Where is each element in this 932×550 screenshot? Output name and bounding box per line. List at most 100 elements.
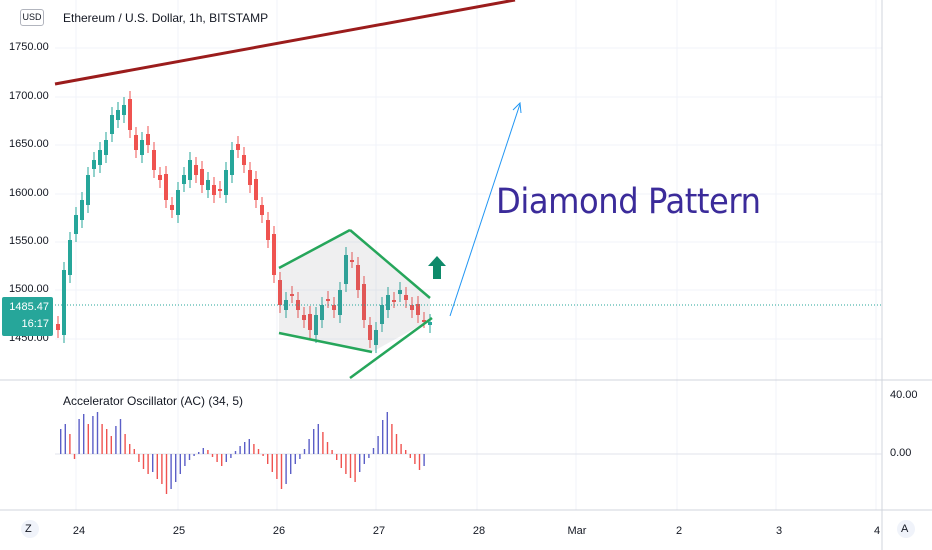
oscillator-bar — [349, 454, 352, 478]
oscillator-bar — [313, 429, 315, 454]
candle-body — [254, 179, 258, 200]
oscillator-bar — [133, 449, 135, 454]
oscillator-bar — [170, 454, 172, 489]
oscillator-bar — [336, 454, 338, 460]
symbol-title[interactable]: Ethereum / U.S. Dollar, 1h, BITSTAMP — [63, 11, 269, 25]
price-tick-label: 1700.00 — [9, 90, 49, 102]
candle-body — [164, 174, 168, 200]
time-tick-label: 4 — [873, 525, 881, 537]
oscillator-bar — [156, 454, 158, 479]
currency-badge[interactable]: USD — [20, 9, 44, 26]
oscillator-bar — [331, 450, 333, 454]
oscillator-bar — [414, 454, 416, 464]
oscillator-bar — [69, 434, 71, 454]
oscillator-bar — [386, 412, 388, 454]
oscillator-bar — [221, 454, 223, 466]
candle-body — [194, 165, 198, 175]
oscillator-bar — [179, 454, 181, 474]
oscillator-bar — [368, 454, 370, 458]
oscillator-bar — [409, 454, 411, 458]
oscillator-bar — [372, 448, 375, 454]
oscillator-bar — [418, 454, 421, 470]
oscillator-bar — [308, 439, 310, 454]
oscillator-bar — [83, 414, 85, 454]
oscillator-bar — [207, 450, 209, 454]
oscillator-bar — [64, 424, 66, 454]
candle-body — [416, 304, 420, 315]
candle-body — [212, 185, 216, 195]
candle-body — [176, 190, 180, 215]
candle-body — [356, 265, 360, 290]
candle-body — [248, 170, 252, 185]
candle-body — [92, 160, 96, 169]
oscillator-bar — [147, 454, 149, 474]
oscillator-bar — [161, 454, 163, 484]
price-tick-label: 1500.00 — [9, 283, 49, 295]
oscillator-bar — [363, 454, 365, 464]
candle-body — [266, 220, 270, 240]
projection-arrow[interactable] — [449, 101, 522, 317]
candle-body — [104, 140, 108, 155]
oscillator-bar — [106, 429, 108, 454]
price-tick-label: 1600.00 — [9, 187, 49, 199]
oscillator-bar — [73, 454, 76, 459]
time-tick-label: 25 — [172, 525, 186, 537]
time-tick-label: 24 — [72, 525, 86, 537]
auto-scale-button-bg — [897, 520, 915, 538]
oscillator-bar — [299, 454, 301, 459]
candle-body — [278, 280, 282, 305]
candle-body — [374, 330, 378, 345]
oscillator-bar — [271, 454, 273, 472]
oscillator-bar — [202, 448, 204, 454]
oscillator-bar — [377, 436, 379, 454]
oscillator-title[interactable]: Accelerator Oscillator (AC) (34, 5) — [63, 394, 244, 408]
oscillator-bar — [285, 454, 287, 484]
candle-body — [236, 144, 240, 150]
diamond-pattern-annotation[interactable]: Diamond Pattern — [496, 182, 761, 222]
diamond-pattern-lines[interactable] — [278, 228, 433, 380]
candle-body — [272, 234, 276, 275]
price-grid — [55, 0, 882, 510]
candle-body — [386, 295, 390, 310]
resistance-trendline[interactable] — [54, 0, 516, 86]
candle-body — [140, 140, 144, 155]
zoom-button[interactable]: Z — [25, 523, 32, 535]
candle-body — [308, 314, 312, 330]
oscillator-bar — [101, 424, 103, 454]
time-tick-label: 28 — [472, 525, 486, 537]
oscillator-bar — [175, 454, 177, 482]
oscillator-bar — [276, 454, 278, 479]
oscillator-bar — [110, 436, 112, 454]
time-tick-label: Mar — [567, 525, 587, 537]
candle-body — [218, 189, 222, 191]
candle-body — [392, 300, 396, 302]
candle-body — [188, 160, 192, 180]
up-signal-icon[interactable] — [428, 256, 446, 279]
last-price-value: 1485.47 — [9, 301, 49, 313]
oscillator-histogram — [60, 412, 425, 494]
candle-body — [170, 205, 174, 210]
oscillator-bar — [216, 454, 218, 462]
time-tick-label: 3 — [775, 525, 783, 537]
candle-body — [326, 299, 330, 301]
oscillator-bar — [60, 429, 62, 454]
oscillator-bar — [322, 432, 324, 454]
oscillator-bar — [262, 454, 264, 456]
auto-scale-button[interactable]: A — [901, 523, 909, 535]
oscillator-tick-label: 0.00 — [890, 447, 912, 459]
oscillator-bar — [230, 454, 232, 458]
candle-body — [410, 305, 414, 310]
price-tick-label: 1750.00 — [9, 41, 49, 53]
candle-body — [158, 175, 162, 180]
oscillator-bar — [138, 454, 140, 462]
candle-body — [128, 99, 132, 130]
candle-body — [380, 305, 384, 324]
oscillator-bar — [239, 446, 241, 454]
oscillator-bar — [188, 454, 191, 460]
diamond-pattern-shape[interactable] — [279, 230, 430, 352]
candle-body — [362, 284, 366, 320]
oscillator-bar — [257, 449, 260, 454]
oscillator-bar — [290, 454, 292, 474]
